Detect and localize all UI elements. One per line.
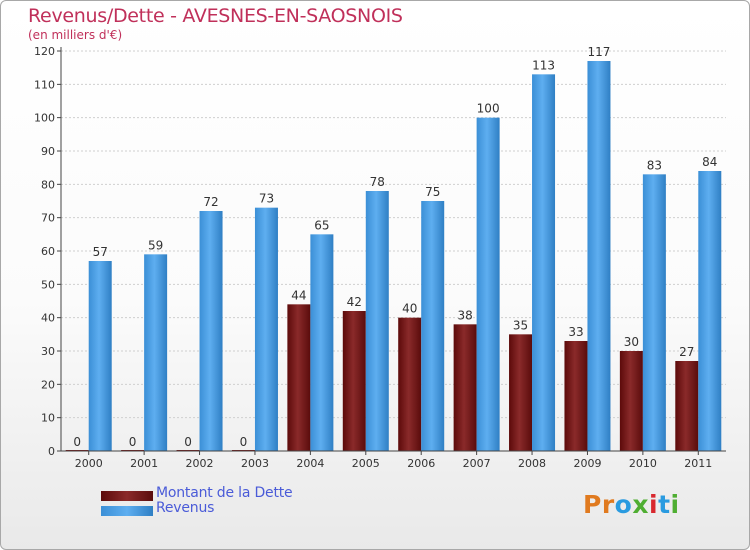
logo-letter: r <box>601 490 615 519</box>
chart-title: Revenus/Dette - AVESNES-EN-SAOSNOIS <box>28 5 403 27</box>
bar-revenus <box>642 174 666 452</box>
y-tick-label: 0 <box>48 445 55 458</box>
y-tick-label: 110 <box>34 78 55 91</box>
data-label: 117 <box>588 45 611 59</box>
logo-letter: o <box>614 490 633 519</box>
y-tick-label: 40 <box>41 312 55 325</box>
data-label: 30 <box>624 335 639 349</box>
bar-revenus <box>254 207 278 451</box>
x-tick-label: 2010 <box>629 457 657 470</box>
bar-revenus <box>476 117 500 452</box>
y-tick-label: 120 <box>34 45 55 58</box>
chart-subtitle: (en milliers d'€) <box>28 28 123 42</box>
data-label: 84 <box>702 155 717 169</box>
y-tick-label: 60 <box>41 245 55 258</box>
data-label: 27 <box>679 345 694 359</box>
y-tick-label: 70 <box>41 212 55 225</box>
x-tick-label: 2005 <box>352 457 380 470</box>
x-tick-label: 2008 <box>518 457 546 470</box>
x-tick-label: 2007 <box>463 457 491 470</box>
y-tick-label: 10 <box>41 412 55 425</box>
legend-swatch-revenus <box>101 506 153 516</box>
bar-revenus <box>144 254 168 451</box>
x-tick-label: 2001 <box>130 457 158 470</box>
bar-dette <box>509 334 533 451</box>
bar-dette <box>564 341 588 451</box>
data-label: 113 <box>532 58 555 72</box>
data-label: 59 <box>148 238 163 252</box>
x-tick-label: 2003 <box>241 457 269 470</box>
data-label: 0 <box>240 435 248 449</box>
y-tick-label: 50 <box>41 278 55 291</box>
logo-letter: i <box>670 490 680 519</box>
logo-letter: t <box>658 490 671 519</box>
data-label: 35 <box>513 318 528 332</box>
data-label: 78 <box>370 175 385 189</box>
data-labels: 0 57 0 59 0 72 0 73 44 65 42 78 40 75 38 100 35 113 33 117 3… <box>73 45 717 449</box>
data-label: 72 <box>203 195 218 209</box>
data-label: 65 <box>314 218 329 232</box>
data-label: 0 <box>184 435 192 449</box>
data-label: 40 <box>402 302 417 316</box>
x-tick-label: 2004 <box>296 457 324 470</box>
data-label: 38 <box>457 308 472 322</box>
legend-label-revenus: Revenus <box>156 500 215 516</box>
bar-revenus <box>88 261 112 451</box>
legend-label-dette: Montant de la Dette <box>156 485 293 501</box>
data-label: 75 <box>425 185 440 199</box>
logo-letter: i <box>649 490 659 519</box>
data-label: 73 <box>259 192 274 206</box>
bar-revenus <box>421 201 445 451</box>
data-label: 33 <box>568 325 583 339</box>
axes: 0 10 20 30 40 50 60 70 80 90 100 110 120 2000 2001 2002… <box>34 45 726 470</box>
x-tick-label: 2011 <box>684 457 712 470</box>
data-label: 0 <box>129 435 137 449</box>
bar-dette <box>453 324 477 451</box>
proxiti-logo: Proxiti <box>583 490 680 519</box>
y-tick-label: 20 <box>41 378 55 391</box>
y-tick-label: 100 <box>34 112 55 125</box>
bar-dette <box>619 351 643 451</box>
bar-revenus <box>532 74 556 451</box>
y-tick-label: 90 <box>41 145 55 158</box>
x-tick-label: 2000 <box>75 457 103 470</box>
bar-revenus <box>365 191 389 451</box>
bar-revenus <box>310 234 334 451</box>
bar-dette <box>675 361 699 451</box>
data-label: 0 <box>73 435 81 449</box>
x-tick-label: 2006 <box>407 457 435 470</box>
logo-letter: x <box>632 490 649 519</box>
bar-dette <box>287 304 311 451</box>
logo-letter: P <box>583 490 602 519</box>
bar-revenus <box>199 211 223 451</box>
legend-swatch-dette <box>101 491 153 501</box>
bars <box>65 61 722 452</box>
data-label: 57 <box>93 245 108 259</box>
bar-dette <box>342 311 366 451</box>
bar-dette <box>398 317 422 451</box>
data-label: 100 <box>477 102 500 116</box>
bar-revenus <box>587 61 611 451</box>
x-tick-label: 2002 <box>186 457 214 470</box>
data-label: 42 <box>347 295 362 309</box>
x-tick-label: 2009 <box>573 457 601 470</box>
y-tick-label: 30 <box>41 345 55 358</box>
data-label: 83 <box>647 158 662 172</box>
bar-revenus <box>698 171 722 451</box>
data-label: 44 <box>291 288 306 302</box>
y-tick-label: 80 <box>41 178 55 191</box>
